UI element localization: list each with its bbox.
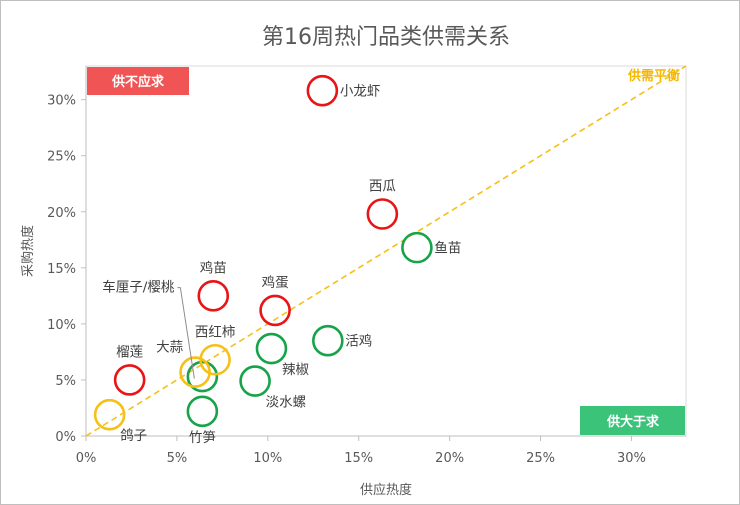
balance-label: 供需平衡 — [627, 68, 680, 84]
point-supply — [241, 367, 270, 396]
x-tick-label: 5% — [167, 451, 188, 466]
point-label: 西红柿 — [195, 323, 236, 340]
y-tick-label: 25% — [47, 150, 76, 165]
point-label: 鸡苗 — [200, 259, 227, 276]
point-demand — [115, 365, 144, 394]
point-balance — [95, 400, 124, 429]
point-demand — [368, 200, 397, 229]
point-supply — [402, 233, 431, 262]
undersupply-badge-text: 供不应求 — [111, 74, 165, 90]
oversupply-badge-text: 供大于求 — [606, 414, 660, 430]
point-label: 辣椒 — [282, 362, 309, 378]
point-label: 车厘子/樱桃 — [102, 279, 175, 296]
point-demand — [308, 76, 337, 105]
y-tick-label: 15% — [47, 262, 76, 277]
balance-diagonal: 供需平衡 — [86, 66, 686, 436]
point-label: 榴莲 — [116, 344, 143, 360]
callout-line — [177, 288, 194, 379]
x-tick-label: 20% — [435, 451, 464, 466]
point-label: 大蒜 — [156, 340, 183, 356]
y-tick-label: 5% — [55, 374, 76, 389]
y-tick-label: 20% — [47, 206, 76, 221]
point-label: 鸽子 — [120, 427, 147, 444]
point-label: 鸡蛋 — [262, 274, 289, 291]
balance-line — [86, 66, 686, 436]
y-tick-label: 10% — [47, 318, 76, 333]
point-demand — [261, 296, 290, 325]
x-tick-label: 25% — [526, 451, 555, 466]
point-supply — [188, 397, 217, 426]
point-demand — [199, 281, 228, 310]
x-tick-label: 0% — [76, 451, 97, 466]
chart-title: 第16周热门品类供需关系 — [262, 25, 510, 50]
point-label: 淡水螺 — [266, 395, 307, 411]
y-tick-label: 30% — [47, 94, 76, 109]
point-supply — [313, 326, 342, 355]
data-points — [95, 76, 431, 429]
x-tick-label: 30% — [617, 451, 646, 466]
x-tick-label: 15% — [344, 451, 373, 466]
point-label: 小龙虾 — [340, 84, 381, 100]
point-label: 鱼苗 — [434, 240, 461, 257]
x-axis-title: 供应热度 — [360, 482, 412, 498]
point-label: 活鸡 — [345, 333, 372, 350]
point-supply — [257, 334, 286, 363]
y-tick-label: 0% — [55, 430, 76, 445]
point-label: 西瓜 — [369, 179, 396, 195]
point-label: 竹笋 — [189, 429, 216, 446]
y-axis-title: 采购热度 — [20, 225, 36, 277]
x-tick-label: 10% — [253, 451, 282, 466]
